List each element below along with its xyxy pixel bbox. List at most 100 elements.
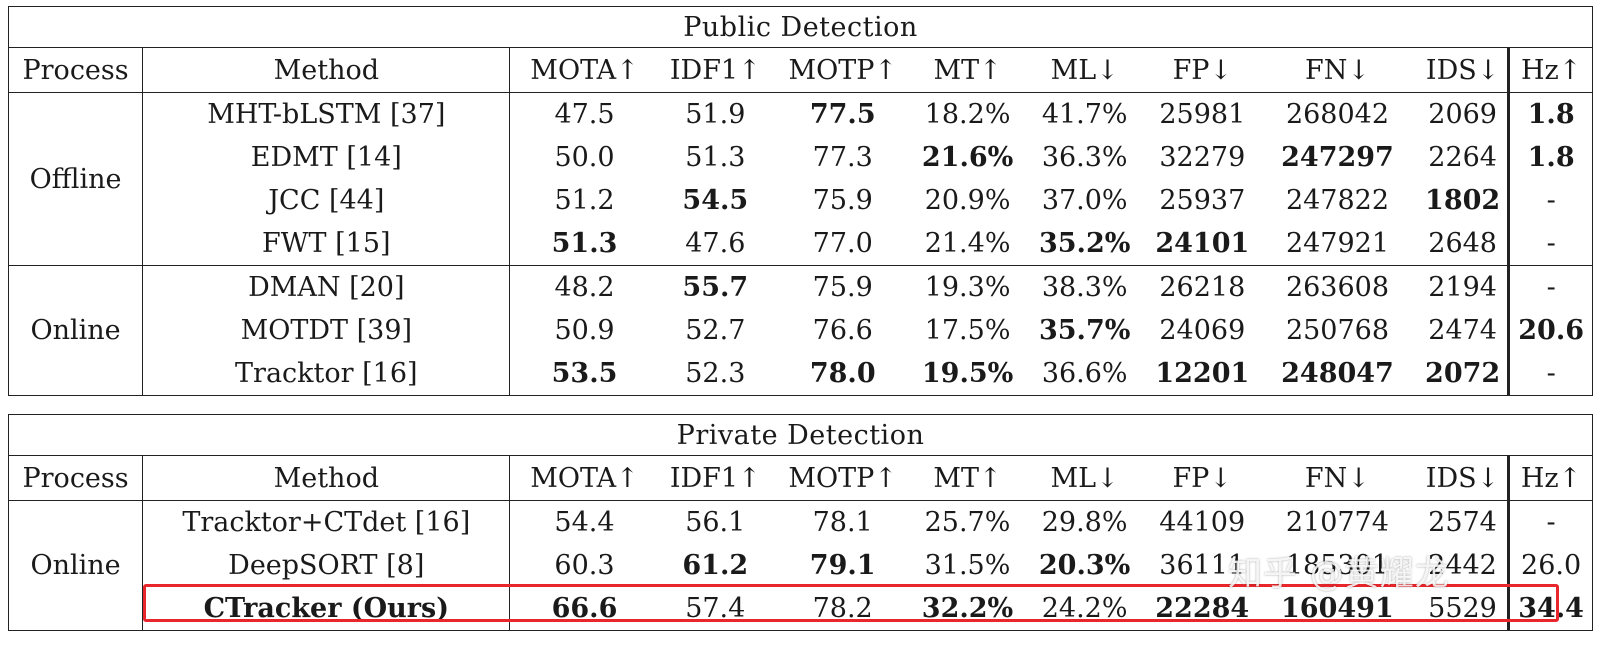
value-cell: 56.1 bbox=[685, 507, 746, 538]
value-cell: 20.9% bbox=[924, 185, 1011, 216]
column-header: Process bbox=[8, 47, 144, 93]
value-cell: 20.6 bbox=[1518, 315, 1585, 346]
value-cell: 250768 bbox=[1285, 315, 1390, 346]
column-header: IDF1↑ bbox=[658, 47, 773, 93]
method-cell: MHT-bLSTM [37] bbox=[142, 92, 511, 136]
column-header: Hz↑ bbox=[1508, 455, 1593, 501]
value-cell: 66.6 bbox=[551, 593, 618, 624]
value-cell: 1.8 bbox=[1527, 142, 1575, 173]
value-cell: 2574 bbox=[1417, 500, 1511, 544]
method-cell: CTracker (Ours) bbox=[142, 587, 511, 631]
value-cell: 2194 bbox=[1417, 265, 1511, 309]
watermark: 知乎 @黄耀龙 bbox=[1228, 554, 1450, 594]
column-header: FN↓ bbox=[1257, 47, 1418, 93]
value-cell: 247822 bbox=[1285, 185, 1390, 216]
value-cell: 32279 bbox=[1159, 142, 1246, 173]
value-cell: 76.6 bbox=[812, 315, 873, 346]
value-cell: 268042 bbox=[1285, 99, 1390, 130]
value-cell: 36.3% bbox=[1041, 142, 1128, 173]
private-detection-table: Private Detection Process Method MOTA↑ IDF1↑… bbox=[8, 414, 1593, 631]
value-cell: 44109 bbox=[1159, 507, 1246, 538]
method-cell: DeepSORT [8] bbox=[142, 544, 511, 587]
private-table-grid: Private Detection Process Method MOTA↑ IDF1↑… bbox=[8, 414, 1593, 631]
column-header: FN↓ bbox=[1256, 455, 1418, 501]
column-header: IDS↓ bbox=[1417, 455, 1511, 501]
method-cell: JCC [44] bbox=[142, 179, 511, 222]
value-cell: 2474 bbox=[1417, 309, 1511, 352]
value-cell: 54.5 bbox=[682, 185, 749, 216]
value-cell: 75.9 bbox=[812, 272, 873, 303]
table-row: DeepSORT [8] 60.3 61.2 79.1 31.5% 20.3% 36111 1… bbox=[9, 544, 1593, 587]
column-header: MOTA↑ bbox=[509, 455, 659, 501]
value-cell: 77.5 bbox=[809, 99, 876, 130]
value-cell: 5529 bbox=[1417, 587, 1511, 631]
value-cell: 24069 bbox=[1159, 315, 1246, 346]
value-cell: 54.4 bbox=[554, 507, 615, 538]
process-cell: Online bbox=[8, 500, 144, 631]
value-cell: 19.3% bbox=[924, 272, 1011, 303]
value-cell: 25.7% bbox=[924, 507, 1011, 538]
public-table-grid: Public Detection Process Method MOTA↑ IDF1↑ M… bbox=[8, 6, 1593, 396]
value-cell: 29.8% bbox=[1041, 507, 1128, 538]
value-cell: 78.2 bbox=[812, 593, 873, 624]
column-header: ML↓ bbox=[1021, 47, 1148, 93]
value-cell: 20.3% bbox=[1038, 550, 1131, 581]
process-cell: Online bbox=[8, 265, 144, 396]
value-cell: 263608 bbox=[1285, 272, 1390, 303]
value-cell: 47.6 bbox=[658, 222, 773, 266]
value-cell: 48.2 bbox=[554, 272, 615, 303]
value-cell: 36.6% bbox=[1041, 358, 1128, 389]
method-cell: DMAN [20] bbox=[142, 265, 511, 309]
value-cell: 51.9 bbox=[685, 99, 746, 130]
value-cell: 57.4 bbox=[685, 593, 746, 624]
value-cell: 18.2% bbox=[924, 99, 1011, 130]
public-detection-table: Public Detection Process Method MOTA↑ IDF1↑ M… bbox=[8, 6, 1593, 396]
value-cell: - bbox=[1546, 272, 1556, 303]
column-header: Method bbox=[142, 455, 511, 501]
value-cell: 77.3 bbox=[812, 142, 873, 173]
value-cell: 26218 bbox=[1159, 272, 1246, 303]
private-title: Private Detection bbox=[8, 414, 1593, 456]
value-cell: 248047 bbox=[1281, 358, 1394, 389]
value-cell: 2072 bbox=[1417, 352, 1511, 396]
value-cell: 52.3 bbox=[685, 358, 746, 389]
method-cell: FWT [15] bbox=[142, 222, 511, 266]
value-cell: 25981 bbox=[1159, 99, 1246, 130]
value-cell: 41.7% bbox=[1041, 99, 1128, 130]
column-header: MT↑ bbox=[913, 455, 1022, 501]
value-cell: 17.5% bbox=[924, 315, 1011, 346]
value-cell: 185301 bbox=[1285, 550, 1389, 581]
value-cell: - bbox=[1546, 507, 1556, 538]
value-cell: 35.7% bbox=[1038, 315, 1131, 346]
value-cell: 75.9 bbox=[812, 185, 873, 216]
value-cell: 19.5% bbox=[921, 358, 1014, 389]
column-header: Method bbox=[142, 47, 511, 93]
table-row: MOTDT [39] 50.9 52.7 76.6 17.5% 35.7% 24069 250… bbox=[9, 309, 1593, 352]
value-cell: 50.0 bbox=[554, 142, 615, 173]
table-row: Online Tracktor+CTdet [16] 54.4 56.1 78.1 25.… bbox=[8, 500, 1593, 631]
value-cell: - bbox=[1546, 185, 1556, 216]
value-cell: 79.1 bbox=[809, 550, 876, 581]
value-cell: 160491 bbox=[1281, 593, 1394, 624]
value-cell: 25937 bbox=[1159, 185, 1246, 216]
value-cell: - bbox=[1508, 222, 1593, 266]
value-cell: 37.0% bbox=[1041, 185, 1128, 216]
public-title: Public Detection bbox=[8, 6, 1593, 48]
table-row: EDMT [14] 50.0 51.3 77.3 21.6% 36.3% 32279 2472… bbox=[9, 136, 1593, 179]
value-cell: 55.7 bbox=[682, 272, 749, 303]
table-row: CTracker (Ours) 66.6 57.4 78.2 32.2% 24.2% 222… bbox=[9, 587, 1593, 631]
table-row: FWT [15] 51.3 47.6 77.0 21.4% 35.2% 24101 24792… bbox=[9, 222, 1593, 266]
column-header: ML↓ bbox=[1021, 455, 1148, 501]
table-row: Tracktor [16] 53.5 52.3 78.0 19.5% 36.6% 12201… bbox=[9, 352, 1593, 396]
value-cell: 52.7 bbox=[685, 315, 746, 346]
value-cell: 78.1 bbox=[812, 507, 873, 538]
process-cell: Offline bbox=[8, 92, 144, 266]
column-header: Process bbox=[8, 455, 144, 501]
value-cell: 34.4 bbox=[1518, 593, 1584, 624]
value-cell: 53.5 bbox=[551, 358, 618, 389]
value-cell: 32.2% bbox=[921, 593, 1014, 624]
value-cell: 2442 bbox=[1417, 544, 1511, 587]
value-cell: 35.2% bbox=[1021, 222, 1148, 266]
value-cell: 12201 bbox=[1155, 358, 1250, 389]
value-cell: 50.9 bbox=[554, 315, 615, 346]
